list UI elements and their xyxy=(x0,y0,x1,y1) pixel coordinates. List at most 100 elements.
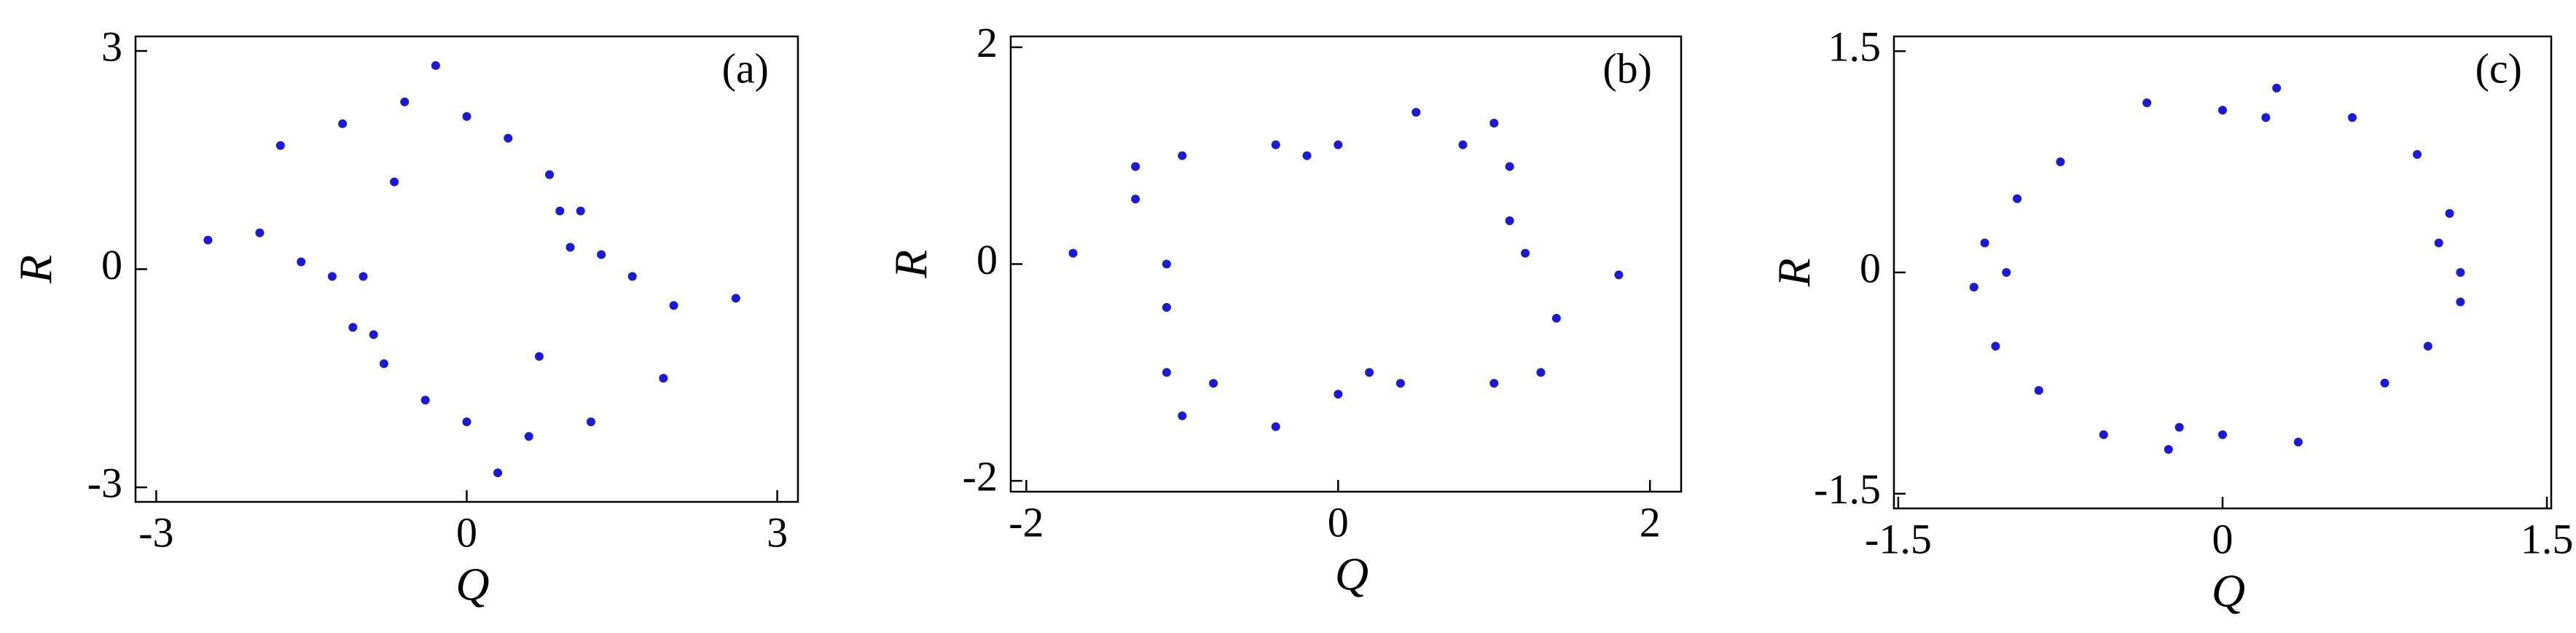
point xyxy=(1178,151,1187,160)
y-tick-label: 3 xyxy=(101,23,122,70)
point xyxy=(659,374,668,383)
point xyxy=(1521,248,1530,258)
x-tick-label: 1.5 xyxy=(2521,515,2574,562)
point xyxy=(1489,379,1499,388)
point xyxy=(1980,238,1989,248)
point xyxy=(2164,445,2173,454)
x-tick-label: 0 xyxy=(456,508,477,556)
point xyxy=(1969,283,1978,292)
y-tick-label: 0 xyxy=(1860,244,1881,291)
point xyxy=(327,272,337,281)
point xyxy=(1162,303,1171,312)
point xyxy=(2002,268,2011,277)
point xyxy=(731,294,740,303)
point xyxy=(1209,379,1218,388)
x-tick-label: -3 xyxy=(138,508,173,556)
point xyxy=(504,133,513,143)
point xyxy=(462,111,471,121)
point xyxy=(1395,379,1405,388)
point xyxy=(1068,248,1078,258)
point xyxy=(2434,238,2443,248)
point xyxy=(1162,368,1171,377)
y-tick-label: -2 xyxy=(963,452,998,500)
point xyxy=(1614,270,1624,280)
panel-label: (a) xyxy=(722,44,769,92)
point xyxy=(2034,386,2043,395)
point xyxy=(275,141,285,150)
point xyxy=(2174,422,2184,432)
point xyxy=(420,396,430,405)
point xyxy=(1334,390,1343,399)
x-axis-label: Q xyxy=(455,559,489,610)
point xyxy=(1505,162,1514,171)
point xyxy=(524,432,533,441)
point xyxy=(1302,151,1312,160)
panel-label: (b) xyxy=(1602,44,1652,92)
point xyxy=(297,257,306,267)
point xyxy=(669,301,678,310)
y-axis-label: R xyxy=(1769,258,1820,287)
point xyxy=(203,235,213,245)
point xyxy=(1271,422,1280,431)
point xyxy=(1131,162,1140,171)
point xyxy=(565,243,575,252)
point xyxy=(2218,430,2227,439)
point xyxy=(348,323,358,332)
point xyxy=(359,272,368,281)
x-tick-label: -1.5 xyxy=(1865,515,1932,562)
y-axis-label: R xyxy=(10,255,62,284)
plot-frame xyxy=(1009,35,1683,493)
point xyxy=(1489,119,1499,128)
point xyxy=(2423,342,2432,351)
x-tick-label: 3 xyxy=(767,508,788,556)
point xyxy=(2348,113,2357,122)
y-tick-label: 0 xyxy=(976,236,998,283)
point xyxy=(379,359,388,369)
point xyxy=(2380,378,2389,388)
point xyxy=(400,97,410,106)
point xyxy=(2293,437,2303,447)
point xyxy=(2413,150,2422,159)
point xyxy=(493,468,503,478)
point xyxy=(1458,140,1468,149)
point xyxy=(586,417,595,427)
point xyxy=(2445,209,2454,218)
panel-label: (c) xyxy=(2475,44,2522,92)
point xyxy=(2261,113,2271,122)
point xyxy=(1365,368,1374,377)
point xyxy=(390,177,399,186)
point xyxy=(597,250,606,259)
y-tick-label: -3 xyxy=(87,459,122,506)
point xyxy=(2456,297,2465,307)
y-tick-label: 1.5 xyxy=(1828,23,1882,71)
point xyxy=(2099,430,2108,439)
point xyxy=(255,228,265,237)
point xyxy=(369,330,378,339)
point xyxy=(627,272,637,281)
point xyxy=(431,60,440,70)
x-axis-label: Q xyxy=(1335,549,1369,600)
point xyxy=(1131,194,1140,204)
point xyxy=(462,417,471,427)
point xyxy=(1334,140,1343,149)
point xyxy=(2456,268,2465,277)
point xyxy=(2272,83,2282,93)
y-tick-label: 0 xyxy=(101,241,122,288)
point xyxy=(1162,259,1171,269)
point xyxy=(1536,368,1546,377)
point xyxy=(576,206,585,216)
point xyxy=(2218,106,2227,115)
y-tick-label: 2 xyxy=(976,19,998,66)
point xyxy=(2056,157,2065,167)
x-axis-label: Q xyxy=(2212,565,2245,617)
point xyxy=(2013,194,2022,203)
x-tick-label: 0 xyxy=(1328,498,1349,546)
point xyxy=(1412,108,1421,117)
x-tick-label: -2 xyxy=(1009,498,1044,546)
x-tick-label: 2 xyxy=(1640,498,1661,546)
y-axis-label: R xyxy=(885,250,937,279)
point xyxy=(1505,216,1514,225)
x-tick-label: 0 xyxy=(2212,515,2234,562)
point xyxy=(555,206,565,216)
